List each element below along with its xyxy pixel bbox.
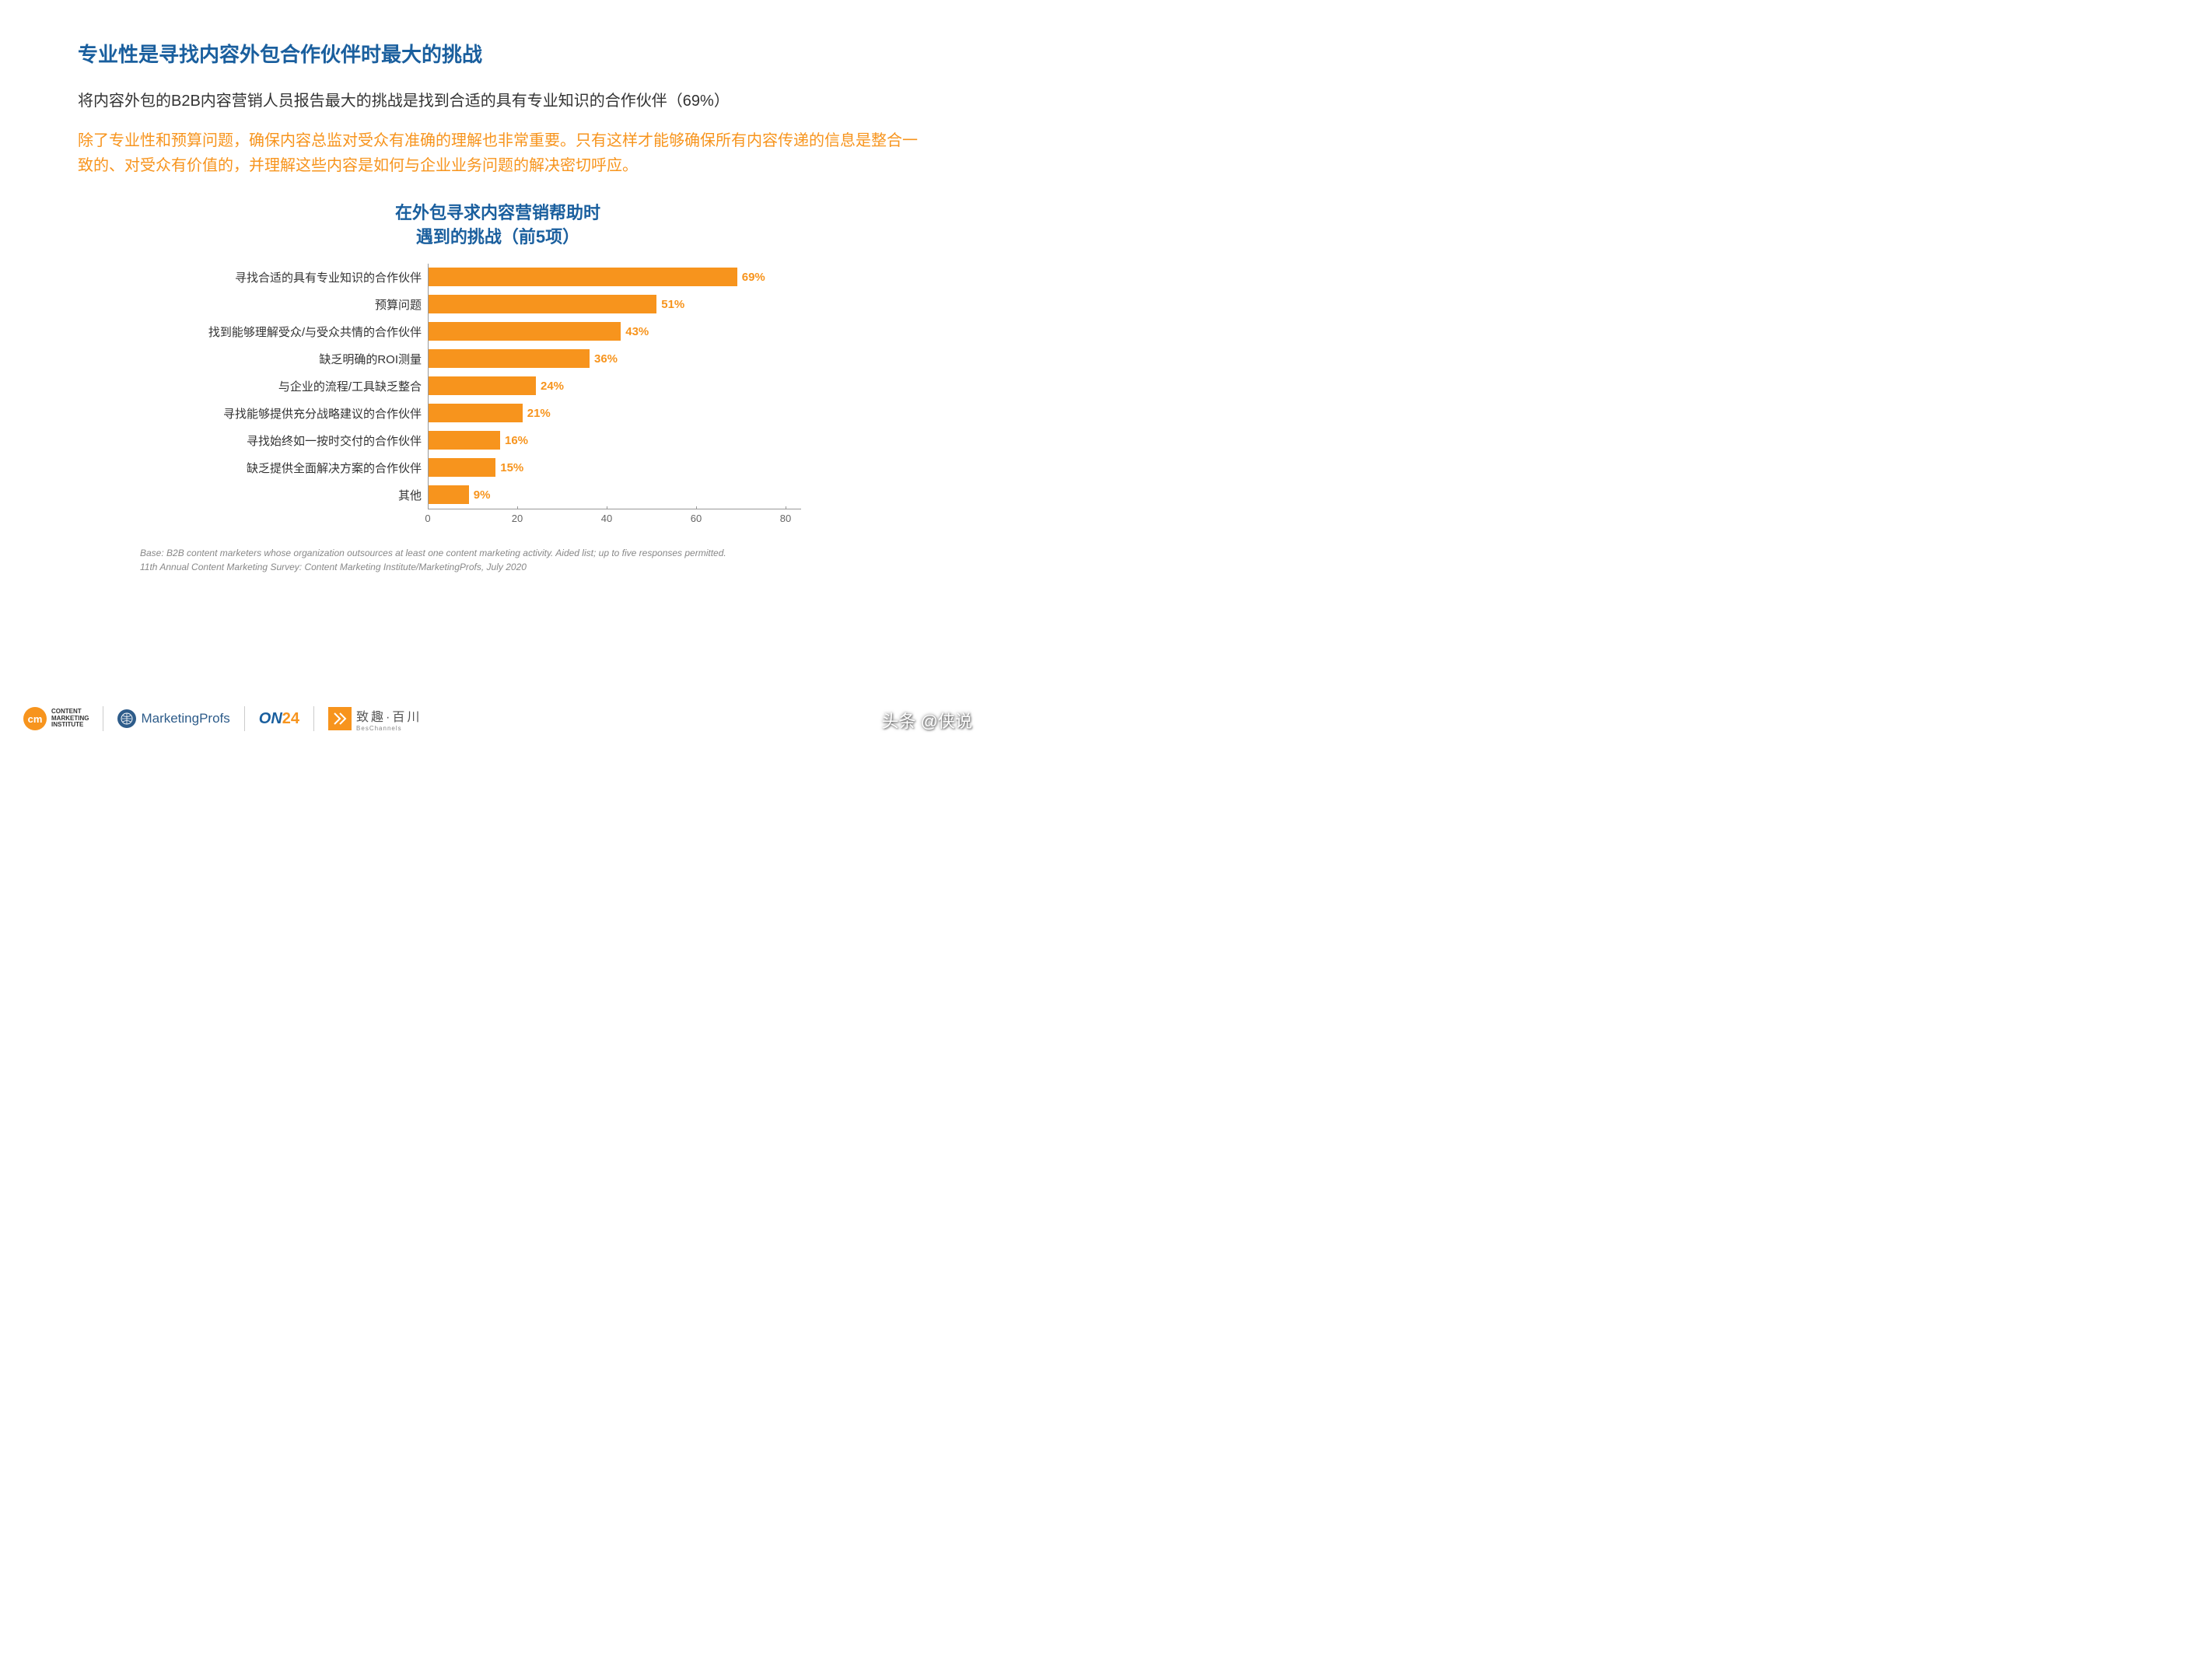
bar-value-label: 51% [661,298,684,311]
bar-value-label: 21% [527,407,551,420]
bar-row: 36% [429,345,801,373]
bar-row: 21% [429,400,801,427]
x-tick-mark [517,506,518,509]
bar-row: 9% [429,481,801,509]
bar-fill [429,431,500,450]
chart-footnote: Base: B2B content marketers whose organi… [78,546,918,574]
bar-label: 寻找始终如一按时交付的合作伙伴 [194,427,428,454]
on24-prefix: ON [259,710,282,727]
bar-row: 15% [429,454,801,481]
cmi-badge-icon: cm [23,707,47,730]
footnote-line2: 11th Annual Content Marketing Survey: Co… [140,560,918,574]
chart-bars-column: 69% 51% 43% 36% 24% 21% 16% 15% 9% [428,264,801,509]
bar-fill [429,404,523,422]
bar-label: 与企业的流程/工具缺乏整合 [194,373,428,400]
bar-label: 其他 [194,481,428,509]
bar-fill [429,322,621,341]
bar-fill [429,376,536,395]
watermark-text: 头条 @侠说 [882,708,972,733]
bar-fill [429,485,469,504]
chart-x-axis: 020406080 [428,509,786,529]
page-title: 专业性是寻找内容外包合作伙伴时最大的挑战 [78,39,918,68]
logo-beschannels: 致趣·百川 BesChannels [328,706,436,731]
chart-title: 在外包寻求内容营销帮助时 遇到的挑战（前5项） [194,201,801,250]
bar-value-label: 15% [500,461,523,474]
subtitle-text: 将内容外包的B2B内容营销人员报告最大的挑战是找到合适的具有专业知识的合作伙伴（… [78,89,918,113]
bar-value-label: 36% [594,352,618,366]
bar-chart: 在外包寻求内容营销帮助时 遇到的挑战（前5项） 寻找合适的具有专业知识的合作伙伴… [194,201,801,529]
highlight-paragraph: 除了专业性和预算问题，确保内容总监对受众有准确的理解也非常重要。只有这样才能够确… [78,128,918,178]
logo-cmi: cm CONTENTMARKETINGINSTITUTE [23,706,103,731]
bc-badge-icon [328,707,352,730]
bar-label: 预算问题 [194,291,428,318]
logo-marketingprofs: MarketingProfs [117,706,244,731]
bar-value-label: 43% [625,325,649,338]
bar-fill [429,349,590,368]
bar-label: 寻找合适的具有专业知识的合作伙伴 [194,264,428,291]
bar-row: 69% [429,264,801,291]
logo-on24: ON24 [259,706,314,731]
bar-fill [429,458,495,477]
bar-row: 24% [429,373,801,400]
chart-title-line2: 遇到的挑战（前5项） [194,226,801,250]
chart-title-line1: 在外包寻求内容营销帮助时 [194,201,801,226]
bc-sub-text: BesChannels [356,725,422,732]
x-tick-label: 20 [512,513,523,524]
bar-value-label: 9% [474,488,491,502]
x-tick-label: 0 [425,513,430,524]
bar-row: 43% [429,318,801,345]
bar-row: 16% [429,427,801,454]
bar-fill [429,295,656,313]
bar-label: 寻找能够提供充分战略建议的合作伙伴 [194,400,428,427]
x-tick-label: 40 [601,513,612,524]
bar-label: 找到能够理解受众/与受众共情的合作伙伴 [194,318,428,345]
bar-label: 缺乏提供全面解决方案的合作伙伴 [194,454,428,481]
bc-main-text: 致趣·百川 [356,711,422,724]
x-tick-mark [696,506,697,509]
on24-accent: 24 [282,710,299,727]
footnote-line1: Base: B2B content marketers whose organi… [140,546,918,560]
x-tick-mark [428,506,429,509]
bar-value-label: 24% [541,380,564,393]
bar-fill [429,268,737,286]
chart-labels-column: 寻找合适的具有专业知识的合作伙伴预算问题找到能够理解受众/与受众共情的合作伙伴缺… [194,264,428,509]
cmi-text: CONTENTMARKETINGINSTITUTE [51,709,89,729]
mp-text: MarketingProfs [141,711,229,726]
bar-value-label: 69% [742,271,765,284]
footer-logos: cm CONTENTMARKETINGINSTITUTE MarketingPr… [23,706,972,731]
bar-value-label: 16% [505,434,528,447]
bar-label: 缺乏明确的ROI测量 [194,345,428,373]
mp-globe-icon [117,709,136,728]
x-tick-label: 60 [691,513,702,524]
bar-row: 51% [429,291,801,318]
x-tick-label: 80 [780,513,791,524]
